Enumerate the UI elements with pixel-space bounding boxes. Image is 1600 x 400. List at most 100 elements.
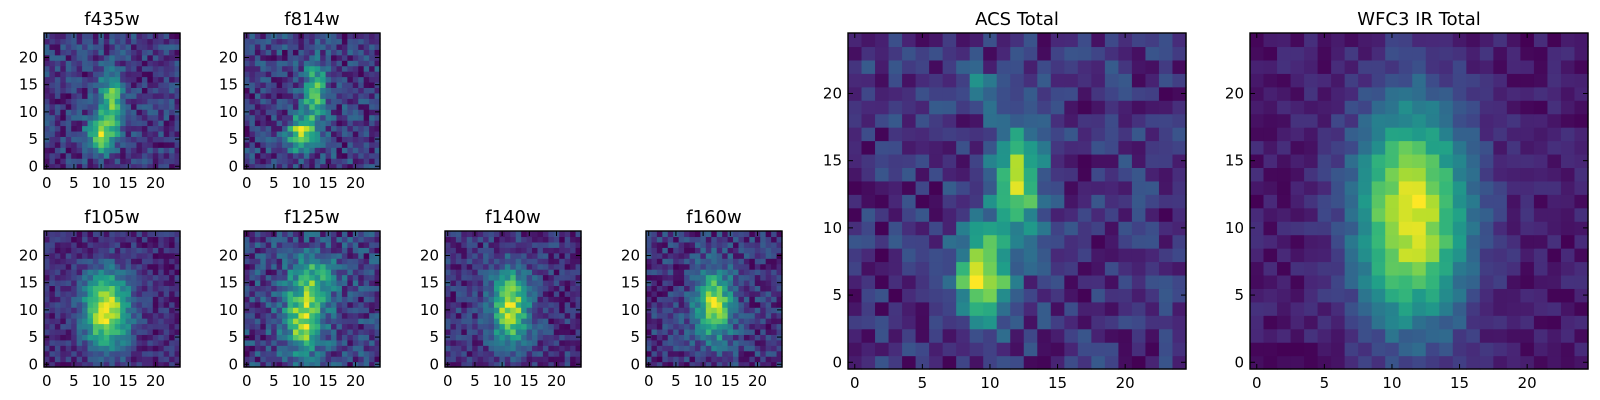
heatmap-cell xyxy=(309,125,315,131)
heatmap-cell xyxy=(1159,302,1173,316)
x-tick-label: 15 xyxy=(119,372,138,390)
heatmap-cell xyxy=(136,291,142,297)
heatmap-cell xyxy=(158,242,164,248)
heatmap-cell xyxy=(467,275,473,281)
heatmap-cell xyxy=(766,345,772,351)
heatmap-cell xyxy=(1051,141,1065,155)
heatmap-cell xyxy=(88,231,94,237)
heatmap-cell xyxy=(1561,194,1575,208)
heatmap-cell xyxy=(93,38,99,44)
heatmap-cell xyxy=(153,253,159,259)
heatmap-cell xyxy=(298,345,304,351)
heatmap-cell xyxy=(315,38,321,44)
heatmap-cell xyxy=(49,77,55,83)
heatmap-cell xyxy=(369,236,375,242)
heatmap-cell xyxy=(766,313,772,319)
heatmap-cell xyxy=(255,351,261,357)
heatmap-cell xyxy=(706,313,712,319)
heatmap-cell xyxy=(499,323,505,329)
heatmap-cell xyxy=(66,158,72,164)
heatmap-cell xyxy=(673,302,679,308)
heatmap-cell xyxy=(744,280,750,286)
heatmap-cell xyxy=(120,44,126,50)
heatmap-cell xyxy=(570,313,576,319)
heatmap-cell xyxy=(131,44,137,50)
heatmap-cell xyxy=(662,307,668,313)
heatmap-cell xyxy=(55,49,61,55)
heatmap-cell xyxy=(646,313,652,319)
heatmap-cell xyxy=(728,280,734,286)
heatmap-cell xyxy=(88,87,94,93)
heatmap-cell xyxy=(548,280,554,286)
heatmap-cell xyxy=(136,334,142,340)
heatmap-cell xyxy=(98,38,104,44)
heatmap-cell xyxy=(282,33,288,39)
heatmap-cell xyxy=(331,356,337,362)
heatmap-cell xyxy=(684,269,690,275)
heatmap-cell xyxy=(848,275,862,289)
heatmap-cell xyxy=(49,334,55,340)
heatmap-cell xyxy=(158,340,164,346)
heatmap-cell xyxy=(282,125,288,131)
heatmap-cell xyxy=(548,345,554,351)
heatmap-cell xyxy=(342,351,348,357)
y-tick-label: 15 xyxy=(420,274,439,292)
heatmap-cell xyxy=(88,82,94,88)
heatmap-cell xyxy=(104,66,110,72)
heatmap-cell xyxy=(728,318,734,324)
heatmap-cell xyxy=(467,258,473,264)
heatmap-cell xyxy=(249,291,255,297)
heatmap-cell xyxy=(271,125,277,131)
heatmap-cell xyxy=(1277,208,1291,222)
heatmap-cell xyxy=(1466,275,1480,289)
heatmap-cell xyxy=(489,313,495,319)
heatmap-cell xyxy=(326,44,332,50)
heatmap-cell xyxy=(342,71,348,77)
heatmap-cell xyxy=(548,285,554,291)
heatmap-cell xyxy=(126,302,132,308)
heatmap-cell xyxy=(304,296,310,302)
heatmap-cell xyxy=(298,158,304,164)
heatmap-cell xyxy=(766,264,772,270)
heatmap-cell xyxy=(662,275,668,281)
heatmap-cell xyxy=(738,318,744,324)
heatmap-cell xyxy=(336,323,342,329)
heatmap-cell xyxy=(347,136,353,142)
heatmap-cell xyxy=(684,313,690,319)
heatmap-cell xyxy=(342,264,348,270)
heatmap-cell xyxy=(916,329,930,343)
heatmap-cell xyxy=(700,264,706,270)
heatmap-cell xyxy=(771,231,777,237)
heatmap-cell xyxy=(1024,315,1038,329)
heatmap-cell xyxy=(142,153,148,159)
heatmap-cell xyxy=(315,147,321,153)
heatmap-cell xyxy=(164,356,170,362)
heatmap-cell xyxy=(44,247,50,253)
heatmap-cell xyxy=(353,334,359,340)
heatmap-cell xyxy=(760,329,766,335)
heatmap-cell xyxy=(570,253,576,259)
heatmap-cell xyxy=(336,49,342,55)
heatmap-cell xyxy=(1145,73,1159,87)
heatmap-cell xyxy=(690,242,696,248)
heatmap-cell xyxy=(55,280,61,286)
y-tick-label: 0 xyxy=(429,355,439,373)
heatmap-cell xyxy=(304,258,310,264)
heatmap-cell xyxy=(738,334,744,340)
heatmap-cell xyxy=(1399,315,1413,329)
heatmap-cell xyxy=(532,302,538,308)
heatmap-cell xyxy=(1331,194,1345,208)
heatmap-cell xyxy=(358,71,364,77)
heatmap-cell xyxy=(142,329,148,335)
heatmap-cell xyxy=(1453,194,1467,208)
heatmap-cell xyxy=(104,120,110,126)
heatmap-cell xyxy=(309,98,315,104)
heatmap-cell xyxy=(347,147,353,153)
heatmap-cell xyxy=(147,77,153,83)
heatmap-cell xyxy=(147,87,153,93)
heatmap-cell xyxy=(277,158,283,164)
heatmap-cell xyxy=(164,82,170,88)
heatmap-cell xyxy=(347,329,353,335)
heatmap-cell xyxy=(304,264,310,270)
heatmap-cell xyxy=(970,208,984,222)
